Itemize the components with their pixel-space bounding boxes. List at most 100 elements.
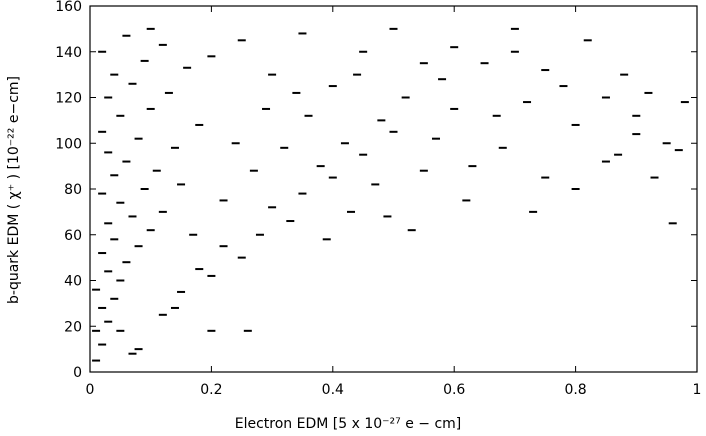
data-point: [128, 352, 137, 355]
data-point: [158, 210, 167, 213]
data-point: [231, 142, 240, 145]
data-point: [92, 329, 101, 332]
data-point: [304, 114, 313, 117]
data-point: [480, 62, 489, 65]
y-tick-label: 0: [73, 365, 82, 381]
data-point: [255, 233, 264, 236]
data-point: [189, 233, 198, 236]
data-point: [353, 73, 362, 76]
y-tick-label: 140: [55, 45, 82, 61]
plot-frame: [89, 5, 698, 373]
y-tick-label: 120: [55, 91, 82, 107]
data-point: [146, 27, 155, 30]
data-point: [389, 27, 398, 30]
data-point: [571, 123, 580, 126]
data-point: [104, 222, 113, 225]
data-point: [110, 297, 119, 300]
data-point: [419, 169, 428, 172]
data-point: [389, 130, 398, 133]
data-point: [146, 107, 155, 110]
data-point: [122, 34, 131, 37]
data-point: [601, 160, 610, 163]
x-axis-label: Electron EDM [5 x 10⁻²⁷ e − cm]: [235, 416, 462, 432]
data-point: [219, 245, 228, 248]
data-point: [243, 329, 252, 332]
y-tick-label: 40: [64, 274, 82, 290]
data-point: [298, 192, 307, 195]
data-point: [140, 59, 149, 62]
data-point: [177, 183, 186, 186]
data-point: [158, 43, 167, 46]
data-point: [237, 256, 246, 259]
data-point: [510, 50, 519, 53]
data-point: [134, 245, 143, 248]
data-point: [280, 146, 289, 149]
data-point: [298, 32, 307, 35]
data-point: [268, 73, 277, 76]
data-point: [195, 268, 204, 271]
data-point: [183, 66, 192, 69]
data-point: [371, 183, 380, 186]
data-point: [262, 107, 271, 110]
data-point: [438, 78, 447, 81]
data-point: [601, 96, 610, 99]
data-point: [98, 192, 107, 195]
data-point: [431, 137, 440, 140]
data-point: [462, 199, 471, 202]
y-tick-label: 100: [55, 136, 82, 152]
data-point: [98, 130, 107, 133]
data-point: [207, 55, 216, 58]
data-point: [170, 306, 179, 309]
data-point: [128, 82, 137, 85]
data-point: [559, 85, 568, 88]
data-point: [98, 252, 107, 255]
data-point: [529, 210, 538, 213]
data-point: [98, 343, 107, 346]
data-point: [128, 215, 137, 218]
data-point: [492, 114, 501, 117]
data-point: [104, 320, 113, 323]
data-point: [122, 160, 131, 163]
data-point: [152, 169, 161, 172]
data-point: [286, 220, 295, 223]
data-point: [614, 153, 623, 156]
data-point: [146, 229, 155, 232]
data-point: [407, 229, 416, 232]
y-axis-label: b-quark EDM ( χ⁺ ) [10⁻²² e−cm]: [6, 76, 22, 304]
data-point: [110, 73, 119, 76]
data-point: [377, 119, 386, 122]
x-tick-label: 0.4: [322, 382, 344, 398]
data-point: [401, 96, 410, 99]
data-point: [140, 188, 149, 190]
data-point: [249, 169, 258, 172]
data-point: [92, 359, 101, 362]
data-point: [450, 107, 459, 110]
data-point: [158, 313, 167, 316]
data-point: [207, 274, 216, 277]
x-tick-label: 0.8: [564, 382, 586, 398]
data-point: [523, 101, 532, 104]
data-point: [104, 151, 113, 154]
data-point: [644, 91, 653, 94]
data-point: [92, 288, 101, 291]
data-point: [680, 101, 689, 104]
data-point: [450, 46, 459, 49]
data-point: [328, 176, 337, 179]
data-point: [419, 62, 428, 65]
data-point: [116, 201, 125, 204]
data-point: [340, 142, 349, 145]
data-point: [268, 206, 277, 209]
data-point: [650, 176, 659, 179]
data-point: [116, 329, 125, 332]
data-point: [668, 222, 677, 225]
x-tick-label: 0.6: [443, 382, 465, 398]
x-tick-label: 0.2: [200, 382, 222, 398]
data-point: [110, 174, 119, 177]
data-point: [195, 123, 204, 126]
data-point: [541, 176, 550, 179]
data-point: [177, 290, 186, 293]
data-point: [134, 137, 143, 140]
data-point: [674, 149, 683, 152]
